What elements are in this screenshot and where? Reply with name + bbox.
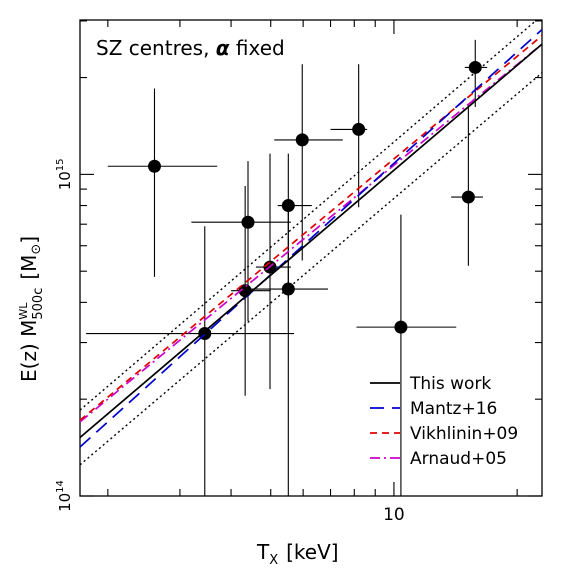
legend-label: Mantz+16	[410, 399, 497, 419]
x-label-main: T	[256, 540, 270, 564]
plot-content	[80, 20, 542, 496]
data-point	[352, 122, 366, 136]
data-point	[468, 60, 482, 74]
y-label-unit-open: [M	[17, 255, 41, 280]
plot-frame	[79, 19, 543, 497]
x-axis-label: TX [keV]	[256, 540, 339, 568]
data-point	[295, 133, 309, 147]
fit-line	[80, 28, 542, 448]
data-point	[461, 190, 475, 204]
y-axis-label: E(z) MWL500c [M⊙]	[17, 236, 46, 382]
annotation-suffix: fixed	[230, 36, 285, 60]
y-tick-exponent: 14	[55, 480, 66, 493]
y-tick-label-group: 1014	[55, 480, 74, 512]
legend-label: This work	[409, 374, 491, 394]
y-tick-exponent: 15	[55, 158, 66, 171]
data-point	[241, 215, 255, 229]
legend: This work Mantz+16 Vikhlinin+09 Arnaud+05	[370, 374, 518, 469]
y-tick-label: 1015	[55, 158, 74, 190]
y-tick-label-group: 1015	[55, 158, 74, 190]
y-tick-base: 10	[56, 493, 74, 512]
data-point	[394, 320, 408, 334]
legend-label: Arnaud+05	[410, 449, 507, 469]
fit-line	[80, 43, 542, 423]
fit-line	[80, 43, 542, 439]
scatter-band-lower	[80, 72, 542, 466]
y-label-unit-close: ]	[17, 236, 41, 244]
x-tick-label: 10	[383, 505, 405, 525]
y-label-main: E(z) M	[17, 320, 41, 382]
legend-label: Vikhlinin+09	[410, 424, 518, 444]
y-label-sup: WL	[17, 302, 30, 320]
scatter-band-upper	[80, 20, 538, 411]
y-tick-label: 1014	[55, 480, 74, 512]
annotation-symbol: α	[216, 36, 230, 60]
data-point	[147, 159, 161, 173]
svg-text:E(z) MWL500c[M⊙]: E(z) MWL500c [M⊙]	[17, 236, 46, 382]
fit-line	[80, 34, 542, 421]
x-label-sub: X	[269, 553, 278, 568]
data-point	[281, 282, 295, 296]
data-point	[281, 199, 295, 213]
chart-annotation: SZ centres, α fixed	[96, 36, 285, 60]
annotation-prefix: SZ centres,	[96, 36, 216, 60]
y-label-sub: 500c	[31, 288, 46, 320]
x-label-unit: [keV]	[286, 540, 338, 564]
y-label-unit-sym: ⊙	[29, 244, 44, 255]
y-tick-base: 10	[56, 171, 74, 190]
